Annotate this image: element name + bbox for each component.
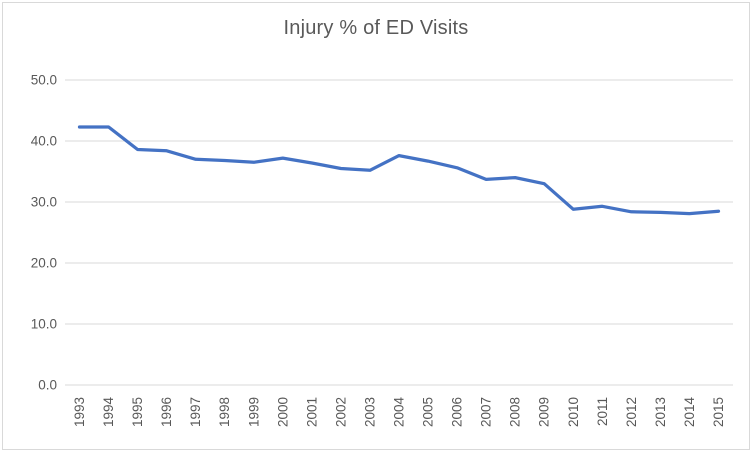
y-tick-label: 20.0 — [31, 256, 57, 271]
x-tick-label: 1996 — [159, 397, 174, 427]
y-tick-label: 50.0 — [31, 73, 57, 88]
y-tick-label: 0.0 — [38, 378, 57, 393]
data-line-series — [77, 125, 721, 216]
x-tick-label: 1993 — [72, 397, 87, 427]
x-tick-label: 2005 — [421, 397, 436, 427]
x-tick-label: 2012 — [624, 397, 639, 427]
x-tick-label: 1997 — [188, 397, 203, 427]
x-tick-label: 2003 — [362, 397, 377, 427]
y-tick-label: 40.0 — [31, 134, 57, 149]
x-tick-label: 1994 — [101, 397, 116, 428]
chart-title: Injury % of ED Visits — [283, 17, 469, 39]
x-tick-label: 2009 — [537, 397, 552, 427]
y-tick-label: 10.0 — [31, 317, 57, 332]
x-tick-label: 2014 — [682, 397, 697, 428]
chart-container: Injury % of ED Visits 0.0 10.0 20.0 30.0 40.… — [2, 2, 750, 450]
x-tick-label: 2013 — [653, 397, 668, 427]
line-chart-plot: 0.0 10.0 20.0 30.0 40.0 50.0 1993 1994 1995 1996 1… — [31, 73, 733, 428]
x-tick-label: 2000 — [275, 397, 290, 427]
x-tick-label: 2004 — [392, 397, 407, 428]
x-tick-label: 2010 — [566, 397, 581, 427]
x-tick-label: 2001 — [304, 397, 319, 427]
x-tick-label: 2008 — [508, 397, 523, 427]
x-tick-label: 2002 — [333, 397, 348, 427]
y-tick-label: 30.0 — [31, 195, 57, 210]
x-tick-label: 1998 — [217, 397, 232, 427]
x-tick-label: 2007 — [479, 397, 494, 427]
x-tick-label: 2015 — [711, 397, 726, 427]
x-tick-label: 2011 — [595, 397, 610, 426]
x-tick-label: 1995 — [130, 397, 145, 427]
x-tick-label: 1999 — [246, 397, 261, 427]
x-tick-label: 2006 — [450, 397, 465, 427]
